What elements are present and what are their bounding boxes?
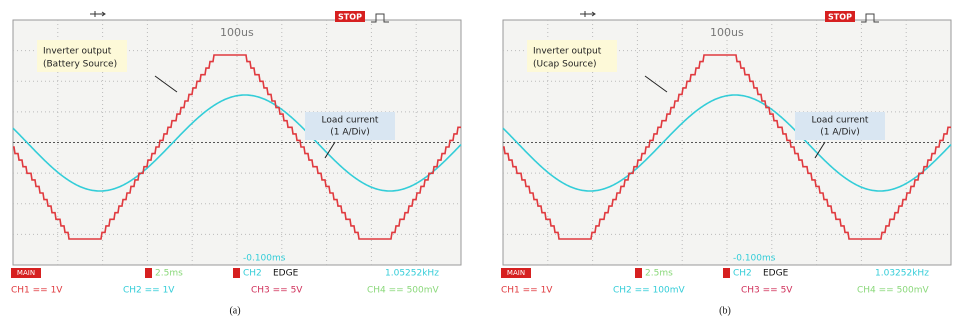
usb-icon <box>580 11 595 17</box>
main: MAIN <box>507 269 525 277</box>
marker-box <box>723 268 730 278</box>
ch4-scale: CH4 == 500mV <box>857 286 930 296</box>
trigger-source: CH2 <box>733 269 752 279</box>
annotation: (Ucap Source) <box>533 60 597 70</box>
ch1-scale: CH1 == 1V <box>501 286 553 296</box>
usb-icon <box>90 11 105 17</box>
cursor: -0.100ms <box>733 254 776 264</box>
annotation: (Battery Source) <box>43 60 117 70</box>
scope-panel: 100us STOP Inverter output (Battery Source)… <box>11 11 461 316</box>
ch1-scale: CH1 == 1V <box>11 286 63 296</box>
ch2-scale: CH2 == 100mV <box>613 286 686 296</box>
annotation: Inverter output <box>533 47 602 57</box>
horizontal: 2.5ms <box>645 269 673 279</box>
trigger-mode: EDGE <box>763 269 789 279</box>
annotation: Load current <box>322 116 379 126</box>
marker-box <box>233 268 240 278</box>
main: MAIN <box>17 269 35 277</box>
ch4-scale: CH4 == 500mV <box>367 286 440 296</box>
ch3-scale: CH3 == 5V <box>741 286 793 296</box>
marker-box <box>145 268 152 278</box>
timebase: 100us <box>220 26 254 39</box>
caption: (b) <box>719 305 731 316</box>
status: STOP <box>338 13 362 22</box>
status: STOP <box>828 13 852 22</box>
annotation: (1 A/Div) <box>820 128 860 138</box>
horizontal: 2.5ms <box>155 269 183 279</box>
marker-box <box>635 268 642 278</box>
annotation: Inverter output <box>43 47 112 57</box>
trigger-source: CH2 <box>243 269 262 279</box>
annotation: Load current <box>812 116 869 126</box>
caption: (a) <box>229 305 240 316</box>
ch2-scale: CH2 == 1V <box>123 286 175 296</box>
oscilloscope-figure: 100us STOP Inverter output (Battery Source)… <box>0 0 958 323</box>
frequency: 1.03252kHz <box>875 269 929 279</box>
ch3-scale: CH3 == 5V <box>251 286 303 296</box>
scope-panel: 100us STOP Inverter output (Ucap Source) Loa… <box>501 11 951 316</box>
annotation: (1 A/Div) <box>330 128 370 138</box>
frequency: 1.05252kHz <box>385 269 439 279</box>
trigger-mode: EDGE <box>273 269 299 279</box>
cursor: -0.100ms <box>243 254 286 264</box>
timebase: 100us <box>710 26 744 39</box>
